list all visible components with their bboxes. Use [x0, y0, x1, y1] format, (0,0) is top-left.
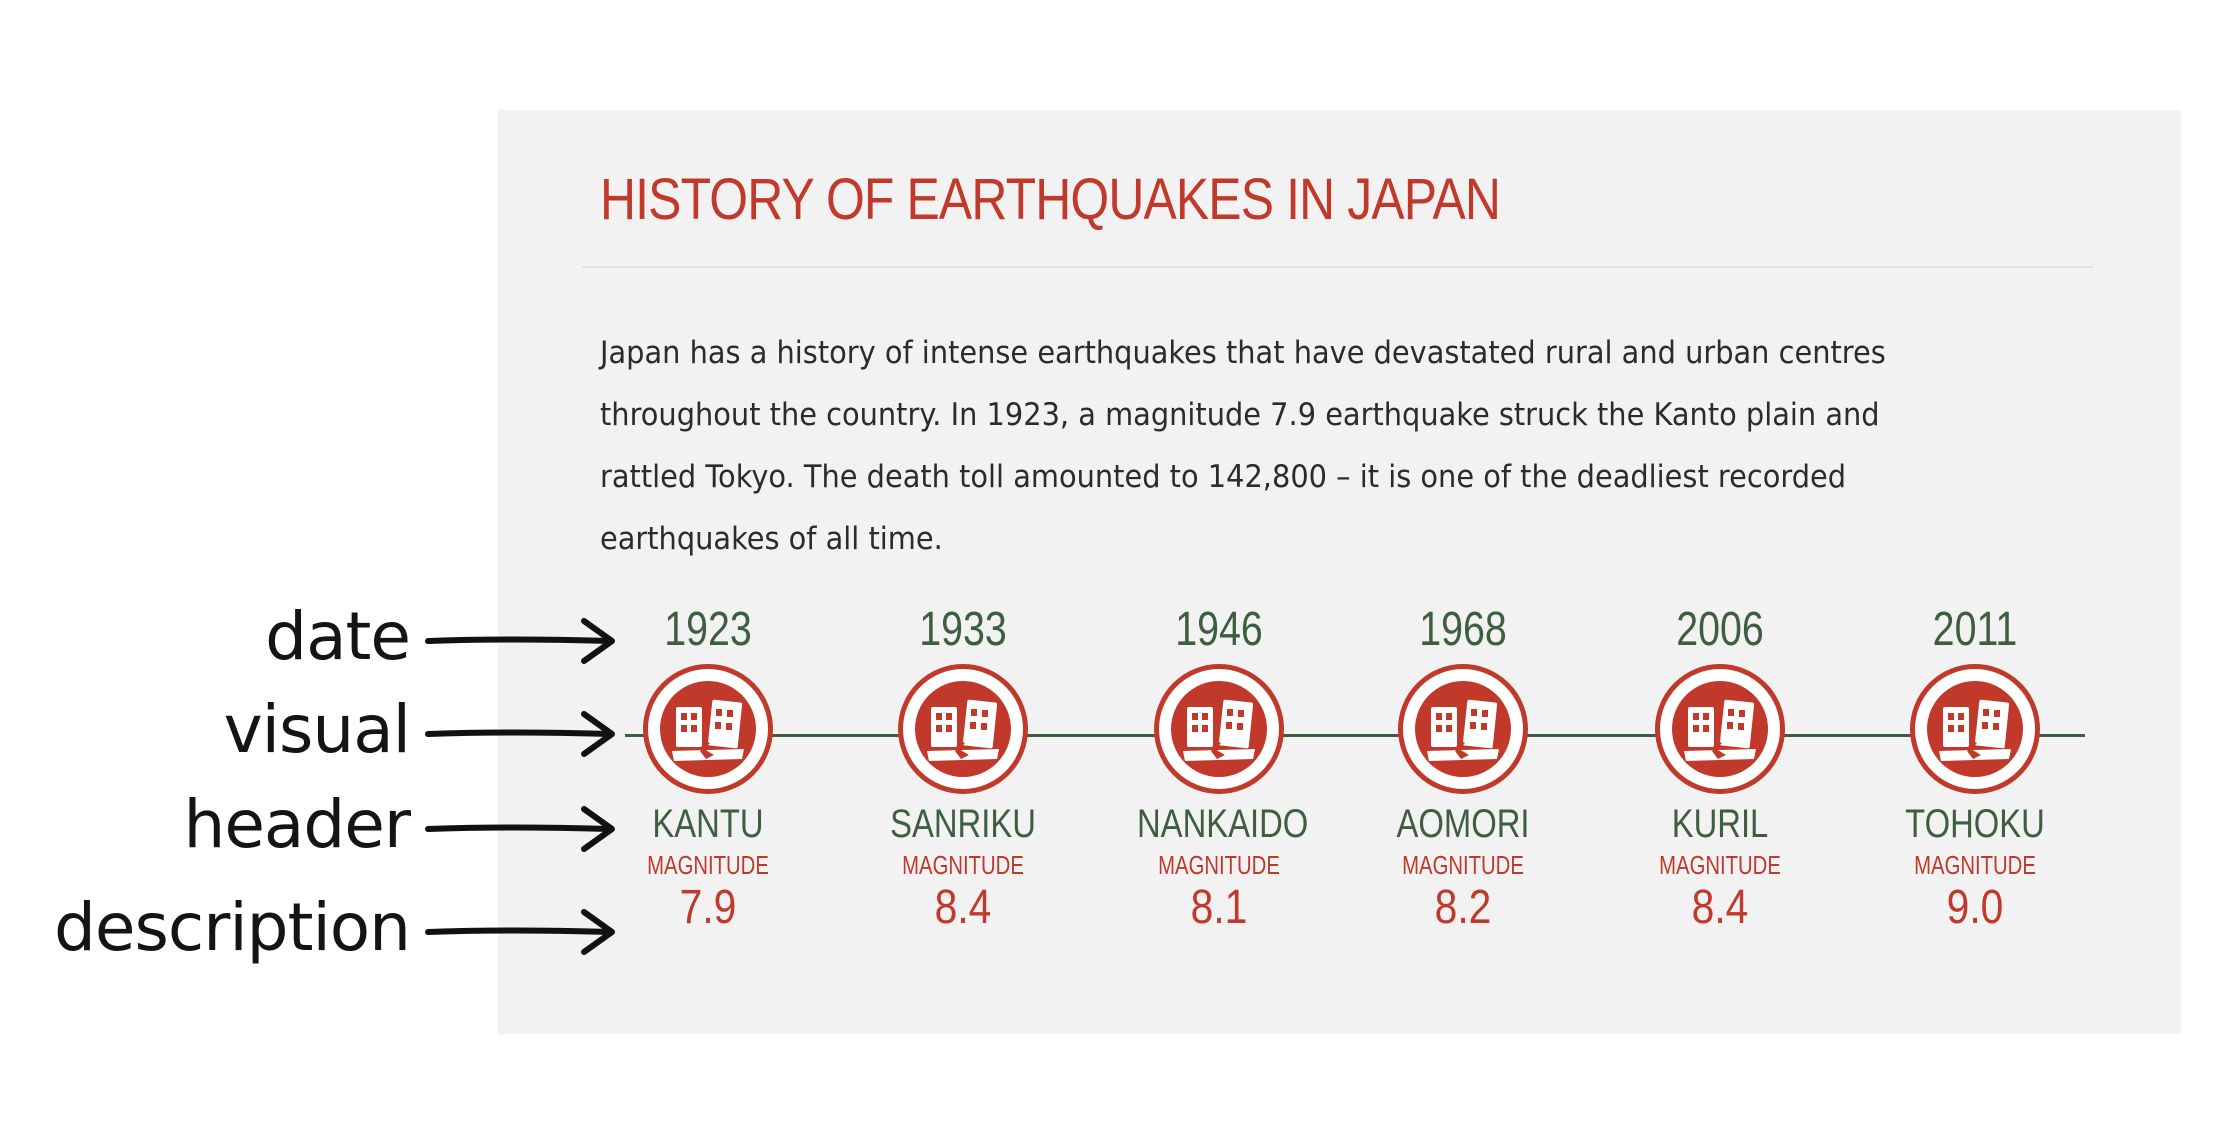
infographic-panel [498, 110, 2181, 1034]
arrow-right-icon [425, 806, 615, 852]
event-year: 2006 [1676, 603, 1764, 656]
earthquake-building-icon [643, 664, 773, 794]
event-year: 1933 [919, 603, 1007, 656]
arrow-right-icon [425, 618, 615, 664]
event-magnitude-label: MAGNITUDE [902, 850, 1024, 880]
timeline-event: 2006 KURIL MAGNITUDE 8.4 [1620, 600, 1820, 934]
event-name: KANTU [652, 802, 764, 846]
intro-paragraph: Japan has a history of intense earthquak… [600, 335, 1886, 557]
timeline-event: 1933 SANRIKU MAGNITUDE 8.4 [863, 600, 1063, 934]
event-name: SANRIKU [890, 802, 1036, 846]
event-magnitude-label: MAGNITUDE [1914, 850, 2036, 880]
arrow-right-icon [425, 909, 615, 955]
event-year: 1968 [1419, 603, 1507, 656]
timeline-event: 2011 TOHOKU MAGNITUDE 9.0 [1875, 600, 2075, 934]
timeline-event: 1946 NANKAIDO MAGNITUDE 8.1 [1119, 600, 1319, 934]
earthquake-building-icon [1655, 664, 1785, 794]
annotation-header: header [0, 785, 620, 865]
annotation-date: date [0, 597, 620, 677]
event-magnitude-value: 8.1 [1190, 881, 1248, 934]
title-divider [582, 266, 2094, 268]
timeline-line [625, 734, 2085, 737]
annotation-label: visual [223, 691, 411, 768]
event-year: 2011 [1932, 603, 2018, 656]
annotation-visual: visual [0, 690, 620, 770]
event-year: 1946 [1175, 603, 1263, 656]
event-magnitude-value: 8.4 [934, 881, 992, 934]
event-name: KURIL [1671, 802, 1769, 846]
event-name: NANKAIDO [1137, 802, 1309, 846]
event-magnitude-label: MAGNITUDE [1659, 850, 1781, 880]
earthquake-building-icon [1154, 664, 1284, 794]
event-name: TOHOKU [1905, 802, 2045, 846]
event-name: AOMORI [1396, 802, 1530, 846]
event-magnitude-label: MAGNITUDE [1402, 850, 1524, 880]
event-magnitude-value: 8.4 [1691, 881, 1749, 934]
event-magnitude-value: 8.2 [1434, 881, 1492, 934]
earthquake-building-icon [898, 664, 1028, 794]
timeline-event: 1968 AOMORI MAGNITUDE 8.2 [1363, 600, 1563, 934]
annotation-description: description [0, 888, 620, 968]
annotation-label: header [183, 786, 411, 863]
event-magnitude-value: 9.0 [1946, 881, 2004, 934]
timeline-event: 1923 KANTU MAGNITUDE 7.9 [608, 600, 808, 934]
event-magnitude-value: 7.9 [679, 881, 737, 934]
infographic-title: HISTORY OF EARTHQUAKES IN JAPAN [600, 167, 1501, 232]
event-magnitude-label: MAGNITUDE [1158, 850, 1280, 880]
arrow-right-icon [425, 711, 615, 757]
earthquake-building-icon [1910, 664, 2040, 794]
event-magnitude-label: MAGNITUDE [647, 850, 769, 880]
event-year: 1923 [664, 603, 752, 656]
earthquake-building-icon [1398, 664, 1528, 794]
annotation-label: date [265, 598, 411, 675]
annotation-label: description [54, 889, 411, 966]
